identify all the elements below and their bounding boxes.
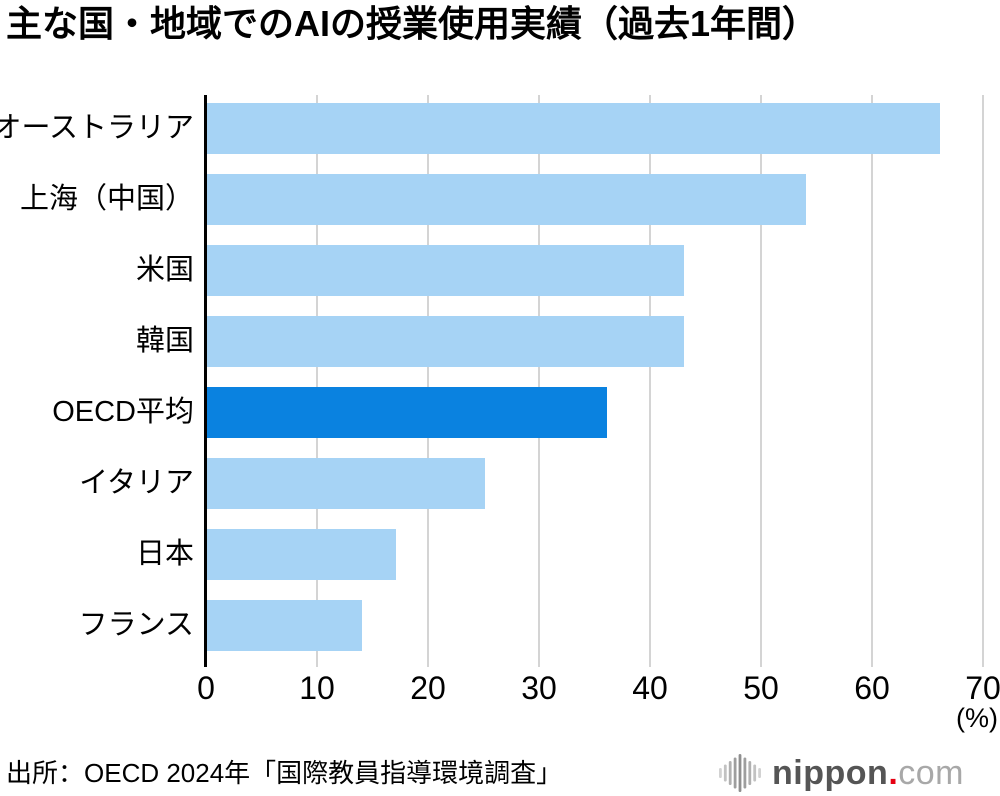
gridline (316, 95, 318, 667)
bar (207, 529, 396, 580)
x-tick-label: 0 (197, 670, 215, 706)
bar (207, 600, 363, 651)
category-label: イタリア (79, 467, 194, 499)
category-label: オーストラリア (0, 112, 194, 144)
x-tick-label: 60 (854, 670, 890, 706)
logo-text-com: com (898, 754, 964, 792)
y-axis-line (204, 95, 207, 667)
x-tick-label: 20 (410, 670, 446, 706)
x-axis-unit-label: (%) (956, 703, 998, 733)
bar-chart: 0 10 20 30 40 50 60 70 オーストラリア上海（中国） 米国韓国 OECD平均イタ… (0, 95, 1000, 732)
category-label: 韓国 (135, 325, 194, 357)
gridline (982, 95, 984, 667)
category-label: OECD平均 (52, 396, 194, 428)
logo-dot: . (888, 754, 899, 792)
x-tick-label: 70 (965, 670, 1000, 706)
source-note: 出所：OECD 2024年「国際教員指導環境調査」 (6, 758, 563, 788)
chart-title: 主な国・地域でのAIの授業使用実績（過去1年間） (6, 3, 819, 44)
bar (207, 316, 685, 367)
soundwave-icon (719, 754, 762, 792)
gridline (427, 95, 429, 667)
gridline (871, 95, 873, 667)
category-label: 上海（中国） (19, 183, 194, 215)
bar (207, 458, 485, 509)
logo-wordmark: nippon.com (772, 756, 964, 790)
category-label: 日本 (135, 538, 194, 570)
gridline (760, 95, 762, 667)
bar (207, 174, 807, 225)
gridline (538, 95, 540, 667)
gridline (649, 95, 651, 667)
x-tick-label: 50 (743, 670, 779, 706)
bar (207, 245, 685, 296)
logo-text-nippon: nippon (772, 754, 889, 792)
x-tick-label: 40 (632, 670, 668, 706)
nippon-logo: nippon.com (717, 750, 964, 796)
bar-highlight (207, 387, 607, 438)
category-label: 米国 (135, 254, 194, 286)
x-tick-label: 30 (521, 670, 557, 706)
bar (207, 103, 940, 154)
category-label: フランス (78, 609, 194, 641)
x-tick-label: 10 (299, 670, 335, 706)
